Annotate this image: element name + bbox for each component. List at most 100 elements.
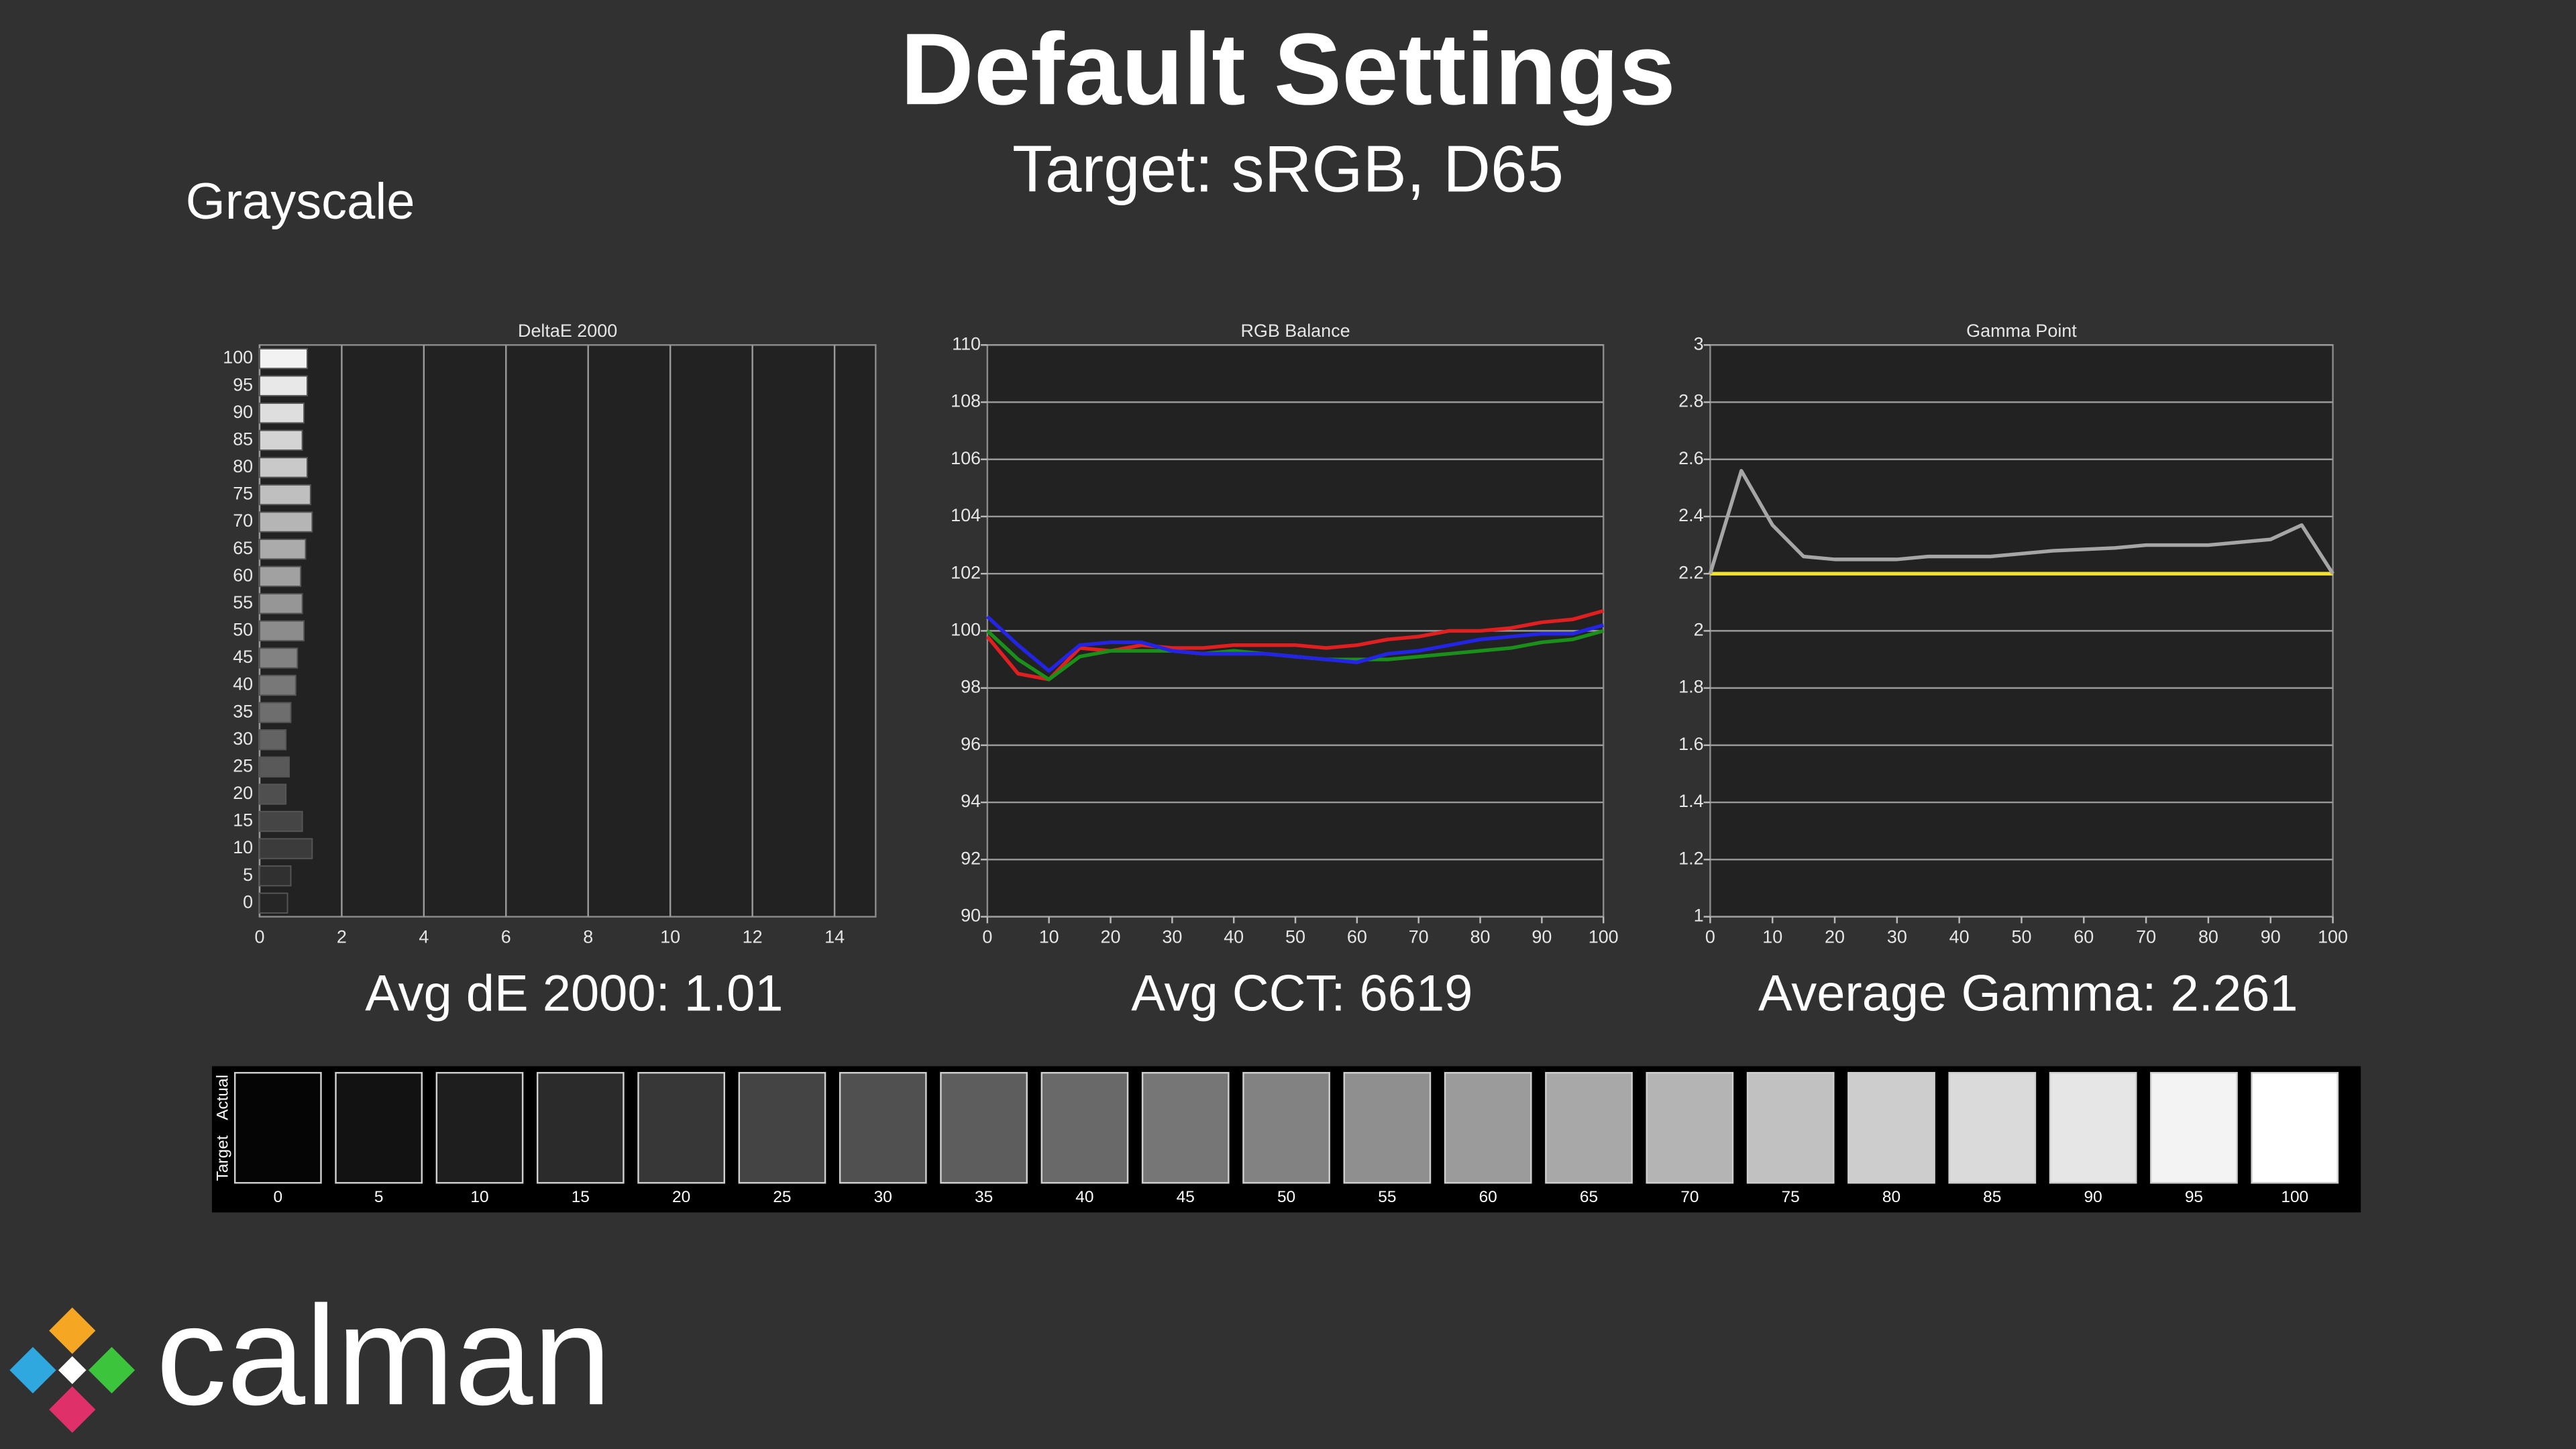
y-tick-label: 50 [233, 620, 253, 640]
swatch-label: 5 [374, 1188, 384, 1206]
y-tick-label: 2.8 [1678, 391, 1703, 411]
swatch-label: 55 [1378, 1188, 1396, 1206]
x-tick-label: 10 [1762, 926, 1782, 947]
swatch-label: 85 [1983, 1188, 2001, 1206]
y-tick-label: 95 [233, 374, 253, 394]
swatch [940, 1071, 1028, 1184]
x-tick-label: 50 [2011, 926, 2031, 947]
y-tick-label: 55 [233, 592, 253, 612]
x-tick-label: 90 [1532, 926, 1552, 947]
y-tick-label: 30 [233, 729, 253, 749]
bar [258, 566, 302, 587]
x-tick-label: 0 [254, 926, 264, 947]
y-tick-label: 35 [233, 701, 253, 721]
swatch-label: 45 [1177, 1188, 1195, 1206]
y-tick-label: 3 [1694, 333, 1704, 354]
bar [258, 347, 308, 370]
chart-annotation: Avg CCT: 6619 [1131, 965, 1472, 1022]
y-tick-label: 2.4 [1678, 505, 1703, 525]
y-tick-label: 85 [233, 429, 253, 449]
x-tick-label: 80 [1470, 926, 1491, 947]
bar [258, 702, 292, 723]
x-tick-label: 30 [1162, 926, 1182, 947]
chart-title: DeltaE 2000 [518, 321, 617, 341]
swatch [839, 1071, 927, 1184]
bar [258, 865, 292, 887]
x-tick-label: 6 [501, 926, 511, 947]
y-tick-label: 1.8 [1678, 677, 1703, 697]
bar [258, 593, 303, 614]
swatch-label: 35 [975, 1188, 993, 1206]
x-tick-label: 60 [2074, 926, 2094, 947]
swatch-label: 80 [1882, 1188, 1900, 1206]
swatch [1545, 1071, 1633, 1184]
bar [258, 647, 299, 669]
logo-diamond [58, 1356, 87, 1385]
swatch [2150, 1071, 2238, 1184]
swatch [1242, 1071, 1330, 1184]
y-tick-label: 100 [223, 347, 253, 368]
swatch [738, 1071, 826, 1184]
bar [258, 838, 313, 859]
bar [258, 429, 303, 451]
y-tick-label: 1.4 [1678, 791, 1703, 811]
y-tick-label: 75 [233, 484, 253, 504]
swatch [1948, 1071, 2037, 1184]
swatch [2049, 1071, 2137, 1184]
y-tick-label: 40 [233, 674, 253, 694]
x-tick-label: 50 [1285, 926, 1305, 947]
y-tick-label: 1.6 [1678, 734, 1703, 754]
swatch [1141, 1071, 1230, 1184]
y-tick-label: 1.2 [1678, 848, 1703, 868]
x-tick-label: 12 [743, 926, 763, 947]
y-tick-label: 110 [952, 333, 981, 354]
swatch-label: 15 [572, 1188, 590, 1206]
y-tick-label: 104 [951, 505, 981, 525]
series-line [986, 615, 1604, 673]
x-tick-label: 2 [337, 926, 347, 947]
y-tick-label: 90 [961, 906, 981, 926]
page-subtitle: Target: sRGB, D65 [1012, 131, 1564, 205]
section-title: Grayscale [186, 173, 415, 230]
chart-title: Gamma Point [1966, 321, 2077, 341]
x-tick-label: 8 [583, 926, 593, 947]
target-label: Target [214, 1135, 232, 1181]
y-tick-label: 25 [233, 755, 253, 775]
swatch-label: 0 [274, 1188, 283, 1206]
swatch [435, 1071, 524, 1184]
y-tick-label: 15 [233, 810, 253, 830]
bar [258, 784, 287, 805]
y-tick-label: 80 [233, 456, 253, 476]
y-tick-label: 5 [243, 865, 253, 885]
x-tick-label: 70 [1409, 926, 1429, 947]
x-tick-label: 20 [1825, 926, 1845, 947]
y-tick-label: 108 [951, 391, 981, 411]
y-tick-label: 106 [951, 448, 981, 468]
y-tick-label: 60 [233, 565, 253, 585]
bar [258, 620, 305, 642]
x-tick-label: 100 [1589, 926, 1619, 947]
x-tick-label: 70 [2136, 926, 2156, 947]
actual-label: Actual [214, 1075, 232, 1120]
swatch-label: 30 [874, 1188, 892, 1206]
y-tick-label: 102 [951, 562, 981, 582]
swatch-label: 95 [2185, 1188, 2203, 1206]
bar [258, 810, 303, 833]
bar [258, 511, 313, 533]
x-tick-label: 30 [1887, 926, 1907, 947]
y-tick-label: 10 [233, 837, 253, 857]
series-line [1708, 469, 2334, 575]
bar [258, 538, 307, 560]
swatch-label: 25 [773, 1188, 791, 1206]
x-tick-label: 40 [1949, 926, 1970, 947]
swatch [1646, 1071, 1734, 1184]
y-tick-label: 98 [961, 677, 981, 697]
x-tick-label: 40 [1224, 926, 1244, 947]
x-tick-label: 60 [1347, 926, 1367, 947]
bar [258, 892, 288, 914]
swatch-label: 50 [1277, 1188, 1295, 1206]
bar [258, 729, 287, 751]
swatch [233, 1071, 322, 1184]
swatch-label: 10 [470, 1188, 488, 1206]
bar [258, 457, 308, 478]
